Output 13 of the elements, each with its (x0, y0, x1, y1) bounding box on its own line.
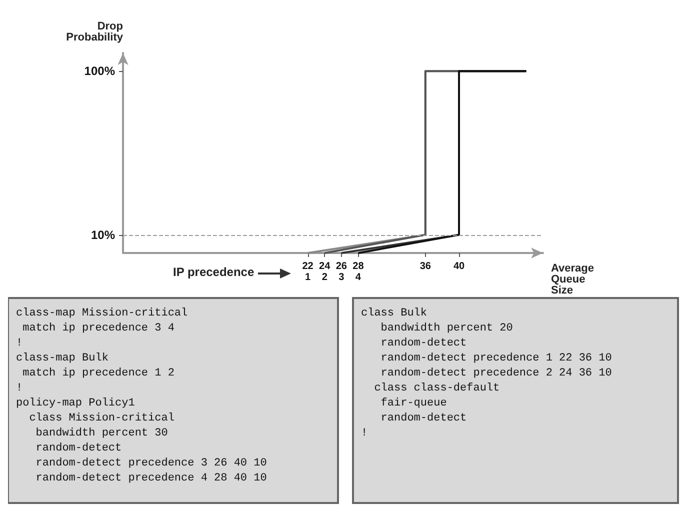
text: IP precedence (173, 265, 254, 279)
x-tick-label: 28 4 (352, 261, 364, 283)
x-tick-label: 36 (420, 261, 432, 272)
y-tick-label: 10% (90, 228, 116, 242)
y-tick-label: 100% (84, 64, 116, 78)
x-axis-title: Average Queue Size (551, 262, 594, 296)
text: class-map Mission-critical match ip precedence 3 4 ! class-map Bulk match ip precedence 1 2 ! policy-map Policy1 class Mission-critical bandwidth percent 30 random-detect random-detect precedence 3 26 40 10 random-detect precedence 4 28 40 10 (16, 308, 267, 484)
x-tick-label: 24 2 (319, 261, 331, 283)
x-tick-label: 26 3 (336, 261, 348, 283)
x-tick-label: 22 1 (302, 261, 314, 283)
y-axis-title: Drop Probability (66, 20, 124, 44)
text: class Bulk bandwidth percent 20 random-detect random-detect precedence 1 22 36 10 random-detect precedence 2 24 36 10 class class-default fair-queue random-detect ! (361, 308, 612, 440)
x-tick-label: 40 (453, 261, 465, 272)
